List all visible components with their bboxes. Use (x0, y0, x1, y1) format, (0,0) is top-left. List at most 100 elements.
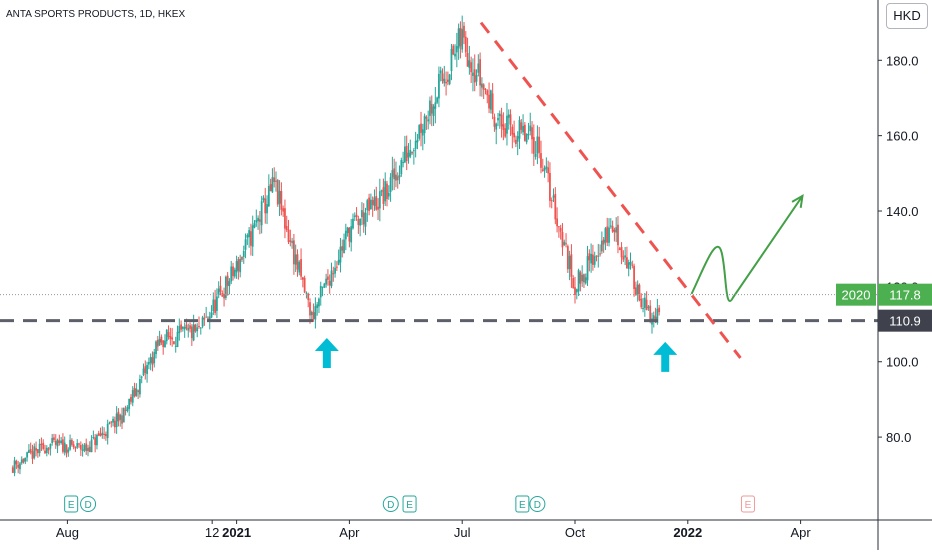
candle (523, 124, 526, 141)
candle (658, 307, 661, 313)
candle (83, 445, 86, 451)
candle (380, 190, 383, 192)
candle (90, 439, 93, 453)
candle (208, 316, 211, 321)
earnings-marker[interactable] (64, 495, 79, 513)
candle (436, 97, 439, 103)
candle (581, 274, 584, 282)
candle (420, 123, 422, 133)
candle (131, 390, 134, 403)
candle (552, 195, 555, 198)
candle (192, 324, 195, 341)
candle (450, 48, 453, 72)
candle (321, 286, 324, 288)
earnings-marker[interactable] (740, 495, 755, 513)
candle (466, 52, 469, 67)
candle (398, 175, 401, 178)
x-tick-label: 12 (205, 525, 219, 540)
candle (49, 444, 52, 449)
currency-button[interactable]: HKD (886, 3, 928, 29)
candle (235, 261, 238, 273)
candle (121, 415, 123, 424)
candle (609, 225, 612, 227)
candle (373, 197, 376, 207)
candle (278, 190, 281, 204)
candle (156, 339, 159, 347)
candle (498, 113, 501, 117)
candle (187, 327, 190, 331)
candle (534, 153, 537, 157)
candle (643, 297, 646, 308)
candle (307, 293, 310, 301)
candle (122, 407, 125, 423)
earnings-marker-label: E (406, 500, 413, 511)
candle (341, 246, 344, 251)
candle (378, 191, 381, 209)
candle (416, 139, 419, 143)
candle (484, 88, 487, 90)
candle (577, 270, 580, 292)
candle (40, 443, 43, 445)
candle (446, 79, 449, 82)
candle (271, 177, 274, 193)
candle (504, 128, 507, 137)
candle (620, 247, 623, 258)
candle (108, 422, 111, 424)
candle (438, 73, 440, 99)
candle (559, 227, 562, 232)
candle (185, 324, 188, 329)
candle (384, 181, 387, 202)
candle (586, 256, 589, 281)
candle (427, 119, 430, 122)
candle (538, 136, 541, 153)
dividend-marker[interactable] (382, 496, 399, 512)
candle (608, 227, 610, 243)
dividend-marker[interactable] (80, 496, 97, 512)
candle (85, 443, 88, 452)
candle (232, 266, 234, 277)
candles-layer (11, 15, 661, 477)
candle (645, 299, 648, 310)
candle (391, 170, 394, 178)
candle (144, 366, 147, 373)
candle (421, 129, 424, 136)
candle (124, 409, 127, 411)
candle (67, 449, 70, 453)
candle (285, 226, 288, 231)
candle (531, 127, 533, 140)
candle (642, 307, 644, 309)
candle (217, 288, 220, 295)
candle (570, 254, 573, 277)
candle (173, 341, 175, 344)
candle (556, 218, 558, 227)
candle (327, 276, 329, 280)
candle (298, 261, 301, 273)
candle (606, 226, 609, 243)
candle (541, 169, 544, 172)
candle (344, 230, 347, 240)
candle (250, 231, 252, 246)
candle (140, 376, 143, 378)
candle (69, 439, 71, 450)
candle (241, 256, 243, 260)
candle (201, 317, 204, 327)
candle (515, 139, 517, 144)
candle (176, 331, 179, 347)
earnings-marker[interactable] (515, 495, 530, 513)
earnings-marker[interactable] (402, 495, 417, 513)
candle (368, 197, 370, 211)
candle (457, 28, 460, 49)
candle (409, 150, 412, 157)
candle (592, 254, 594, 265)
candle (94, 437, 97, 446)
candle (574, 287, 576, 295)
dividend-marker[interactable] (529, 496, 546, 512)
candle (423, 115, 426, 134)
candle (479, 59, 482, 86)
candle (389, 177, 392, 193)
candle (615, 227, 618, 233)
candle (593, 256, 596, 265)
